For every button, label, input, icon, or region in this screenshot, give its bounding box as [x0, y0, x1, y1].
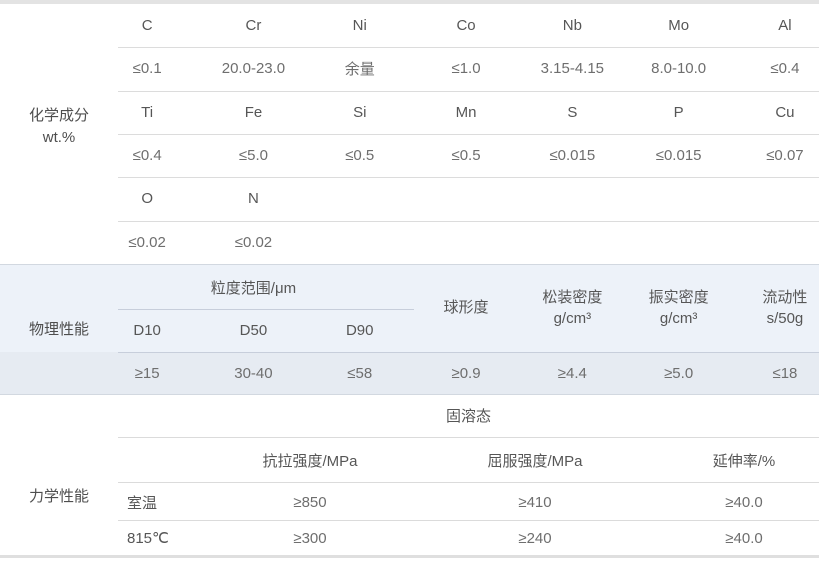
chem-header-cell: Fe — [244, 103, 263, 121]
tap-density-header: 振实密度 g/cm³ — [648, 289, 709, 327]
chem-value-cell: ≤0.5 — [451, 147, 481, 165]
chem-value-cell: ≤0.015 — [549, 147, 596, 165]
section-label-chemical-line1: 化学成分 — [28, 107, 89, 125]
sphericity-header: 球形度 — [443, 299, 489, 317]
chem-value-cell: ≤0.015 — [655, 147, 702, 165]
physical-header-underline — [118, 352, 819, 353]
chem-element-row-2: Ti Fe Si Mn S P Cu — [0, 90, 819, 134]
chem-value-cell: 20.0-23.0 — [221, 60, 286, 78]
physical-value-cell: ≥0.9 — [451, 364, 481, 382]
chem-element-row-3: O N — [0, 177, 819, 220]
chem-header-cell: Ti — [141, 103, 154, 121]
mechanical-header-row: 抗拉强度/MPa 屈服强度/MPa 延伸率/% — [0, 438, 819, 483]
chem-header-cell: Mn — [455, 103, 477, 121]
chem-value-cell: ≤0.4 — [770, 60, 800, 78]
top-divider — [0, 0, 819, 4]
section-label-chemical: 化学成分 wt.% — [0, 0, 118, 257]
d10-header: D10 — [133, 322, 161, 339]
mechanical-value-cell: ≥40.0 — [725, 493, 763, 511]
chem-header-cell: Cr — [245, 17, 262, 35]
physical-value-cell: ≤58 — [347, 364, 373, 382]
chem-value-cell: ≤0.02 — [234, 233, 273, 251]
physical-value-cell: 30-40 — [234, 364, 273, 382]
chem-value-row-1: ≤0.1 20.0-23.0 余量 ≤1.0 3.15-4.15 8.0-10.… — [0, 47, 819, 90]
chem-header-cell: S — [567, 103, 578, 121]
chem-value-cell: 8.0-10.0 — [651, 60, 707, 78]
chem-value-cell: 3.15-4.15 — [540, 60, 605, 78]
chem-header-cell: Si — [353, 103, 367, 121]
section-label-physical: 物理性能 — [28, 320, 89, 338]
mechanical-value-cell: ≥40.0 — [725, 529, 763, 547]
yield-strength-header: 屈服强度/MPa — [487, 453, 583, 470]
size-range-header: 粒度范围/μm — [210, 279, 297, 297]
chem-value-cell: ≤0.5 — [345, 147, 375, 165]
chem-value-cell: ≤0.07 — [766, 147, 804, 165]
section-label-chemical-line2: wt.% — [42, 129, 76, 146]
physical-value-cell: ≥5.0 — [664, 364, 694, 382]
chem-value-row-2: ≤0.4 ≤5.0 ≤0.5 ≤0.5 ≤0.015 ≤0.015 ≤0.07 — [0, 133, 819, 177]
chem-header-cell: Co — [456, 17, 476, 35]
mechanical-value-cell: ≥240 — [518, 529, 552, 547]
apparent-density-header: 松装密度 g/cm³ — [542, 289, 603, 327]
chem-value-cell: ≤0.02 — [128, 233, 166, 251]
chem-header-cell: Al — [778, 17, 792, 35]
section-chemical-composition: 化学成分 wt.% C Cr Ni Co Nb Mo Al ≤0.1 20.0-… — [0, 4, 819, 264]
chem-value-row-3: ≤0.02 ≤0.02 — [0, 220, 819, 264]
mechanical-value-cell: ≥410 — [518, 493, 552, 511]
bottom-divider — [0, 555, 819, 558]
chem-element-row-1: C Cr Ni Co Nb Mo Al — [0, 4, 819, 47]
chem-header-cell: Mo — [668, 17, 690, 35]
chem-value-cell: ≤0.1 — [132, 60, 162, 78]
chem-header-cell: Ni — [352, 17, 367, 35]
section-physical-properties: 物理性能 粒度范围/μm 球形度 松装密度 g/cm³ 振实密度 g/cm³ 流… — [0, 264, 819, 395]
size-range-underline — [118, 309, 414, 310]
chem-header-cell: O — [141, 190, 153, 208]
condition-cell: 室温 — [127, 494, 158, 512]
d90-header: D90 — [345, 322, 374, 339]
mechanical-value-cell: ≥300 — [293, 529, 327, 547]
chem-header-cell: Cu — [775, 103, 795, 121]
chem-value-cell: ≤1.0 — [451, 60, 481, 78]
chem-header-cell: C — [141, 17, 153, 35]
d50-header: D50 — [239, 322, 268, 339]
condition-cell: 815℃ — [127, 530, 169, 547]
physical-value-cell: ≤18 — [772, 364, 798, 382]
section-label-mechanical: 力学性能 — [28, 487, 89, 505]
chem-header-cell: P — [673, 103, 684, 121]
physical-grid: 粒度范围/μm 球形度 松装密度 g/cm³ 振实密度 g/cm³ 流动性 s/… — [0, 265, 819, 394]
flowability-header: 流动性 s/50g — [762, 289, 808, 327]
solution-state-header: 固溶态 — [445, 408, 491, 425]
mechanical-row-815c: 815℃ ≥300 ≥240 ≥40.0 — [0, 521, 819, 555]
chem-header-cell: Nb — [562, 17, 582, 35]
mechanical-row-room-temp: 室温 ≥850 ≥410 ≥40.0 — [0, 483, 819, 521]
tensile-strength-header: 抗拉强度/MPa — [262, 453, 358, 470]
mechanical-value-cell: ≥850 — [293, 493, 327, 511]
section-mechanical-properties: 力学性能 固溶态 抗拉强度/MPa 屈服强度/MPa 延伸率/% 室温 ≥850… — [0, 395, 819, 555]
physical-value-cell: ≥15 — [134, 364, 160, 382]
physical-value-cell: ≥4.4 — [557, 364, 587, 382]
chem-value-cell: ≤5.0 — [238, 147, 268, 165]
elongation-header: 延伸率/% — [712, 453, 776, 470]
state-row: 固溶态 — [0, 395, 819, 438]
chem-value-cell: 余量 — [344, 61, 375, 79]
chem-header-cell: N — [248, 190, 259, 208]
physical-value-row-background — [0, 352, 819, 394]
chem-value-cell: ≤0.4 — [132, 147, 162, 165]
